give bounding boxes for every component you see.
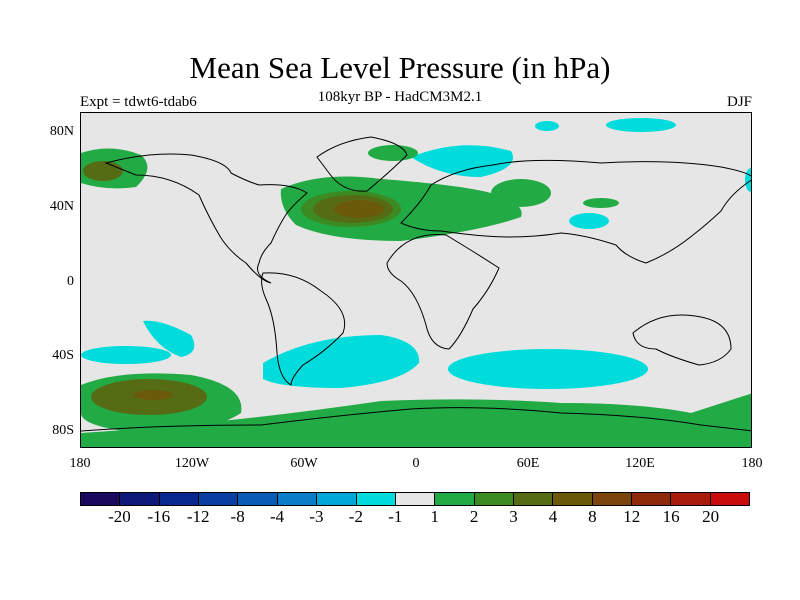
nordic-seas-low <box>411 145 513 177</box>
legend-color-box <box>671 493 711 505</box>
legend-color-box <box>277 493 318 505</box>
pressure-anomaly-map <box>81 113 751 447</box>
lon-label-180w: 180 <box>69 456 91 471</box>
lon-label-60e: 60E <box>516 456 540 471</box>
legend-tick-label: -16 <box>147 507 171 526</box>
experiment-label: Expt = tdwt6-tdab6 <box>80 94 197 110</box>
negative-anomaly-regions <box>81 118 751 389</box>
lat-label-40s: 40S <box>52 348 74 363</box>
lon-label-0: 0 <box>412 456 420 471</box>
greenland-high <box>368 145 418 161</box>
legend-color-box <box>592 493 633 505</box>
legend-color-box <box>120 493 160 505</box>
legend-color-box <box>435 493 475 505</box>
legend-tick-label: 16 <box>662 507 680 526</box>
legend-color-box <box>159 493 200 505</box>
lat-label-0: 0 <box>67 274 74 289</box>
legend-color-box <box>317 493 357 505</box>
map-subtitle: 108kyr BP - HadCM3M2.1 <box>317 89 483 105</box>
africa-coast <box>386 234 500 350</box>
lon-label-120w: 120W <box>174 456 210 471</box>
legend-color-box <box>81 493 121 505</box>
south-pacific-core <box>133 390 173 400</box>
strong-positive-anomalies <box>83 161 401 415</box>
legend-tick-label: -1 <box>388 507 403 526</box>
antarctica-coast <box>81 407 751 432</box>
color-legend <box>80 492 750 506</box>
greenland-coast <box>316 136 408 192</box>
atlantic-max-8 <box>334 200 384 218</box>
central-asia-low <box>569 213 609 229</box>
north-america-coast <box>104 153 308 284</box>
lon-label-60w: 60W <box>290 456 318 471</box>
legend-color-box <box>395 493 436 505</box>
legend-color-box <box>553 493 593 505</box>
legend-tick-label: -2 <box>348 507 363 526</box>
antarctic-high <box>81 393 751 447</box>
legend-tick-label: 4 <box>548 507 558 526</box>
legend-color-box <box>513 493 554 505</box>
legend-color-box <box>199 493 239 505</box>
legend-tick-label: 3 <box>509 507 518 526</box>
legend-color-box <box>474 493 514 505</box>
coastlines <box>81 136 751 432</box>
lon-label-120e: 120E <box>625 456 655 471</box>
legend-tick-label: -12 <box>186 507 210 526</box>
arctic-low <box>606 118 676 132</box>
legend-tick-label: -20 <box>108 507 131 526</box>
legend-color-box <box>632 493 672 505</box>
australia-coast <box>632 314 732 366</box>
legend-tick-label: -3 <box>309 507 324 526</box>
legend-tick-label: 8 <box>588 507 597 526</box>
south-atlantic-low <box>263 335 420 388</box>
southern-indian-ocean-low <box>448 349 648 389</box>
map-panel <box>80 112 752 448</box>
legend-tick-label: 1 <box>430 507 439 526</box>
south-america-coast <box>261 272 346 386</box>
season-label: DJF <box>726 94 752 110</box>
lat-label-80n: 80N <box>49 124 74 139</box>
eurasia-coast <box>400 159 751 264</box>
legend-color-box <box>238 493 278 505</box>
legend-tick-label: -8 <box>230 507 245 526</box>
south-pacific-low <box>143 320 195 357</box>
lon-label-180e: 180 <box>741 456 763 471</box>
pacific-max <box>83 161 123 181</box>
legend-color-box <box>710 493 750 505</box>
eurasia-high <box>491 179 551 207</box>
tibet-high <box>583 198 619 208</box>
map-title: Mean Sea Level Pressure (in hPa) <box>189 50 611 85</box>
legend-tick-label: 20 <box>702 507 720 526</box>
legend-color-box <box>356 493 396 505</box>
lat-label-80s: 80S <box>52 423 74 438</box>
arctic-low-small <box>535 121 559 131</box>
legend-tick-label: 2 <box>469 507 479 526</box>
legend-tick-label: -4 <box>269 507 285 526</box>
lat-label-40n: 40N <box>49 199 74 214</box>
legend-tick-label: 12 <box>623 507 641 526</box>
southeast-pacific-low <box>81 346 171 364</box>
